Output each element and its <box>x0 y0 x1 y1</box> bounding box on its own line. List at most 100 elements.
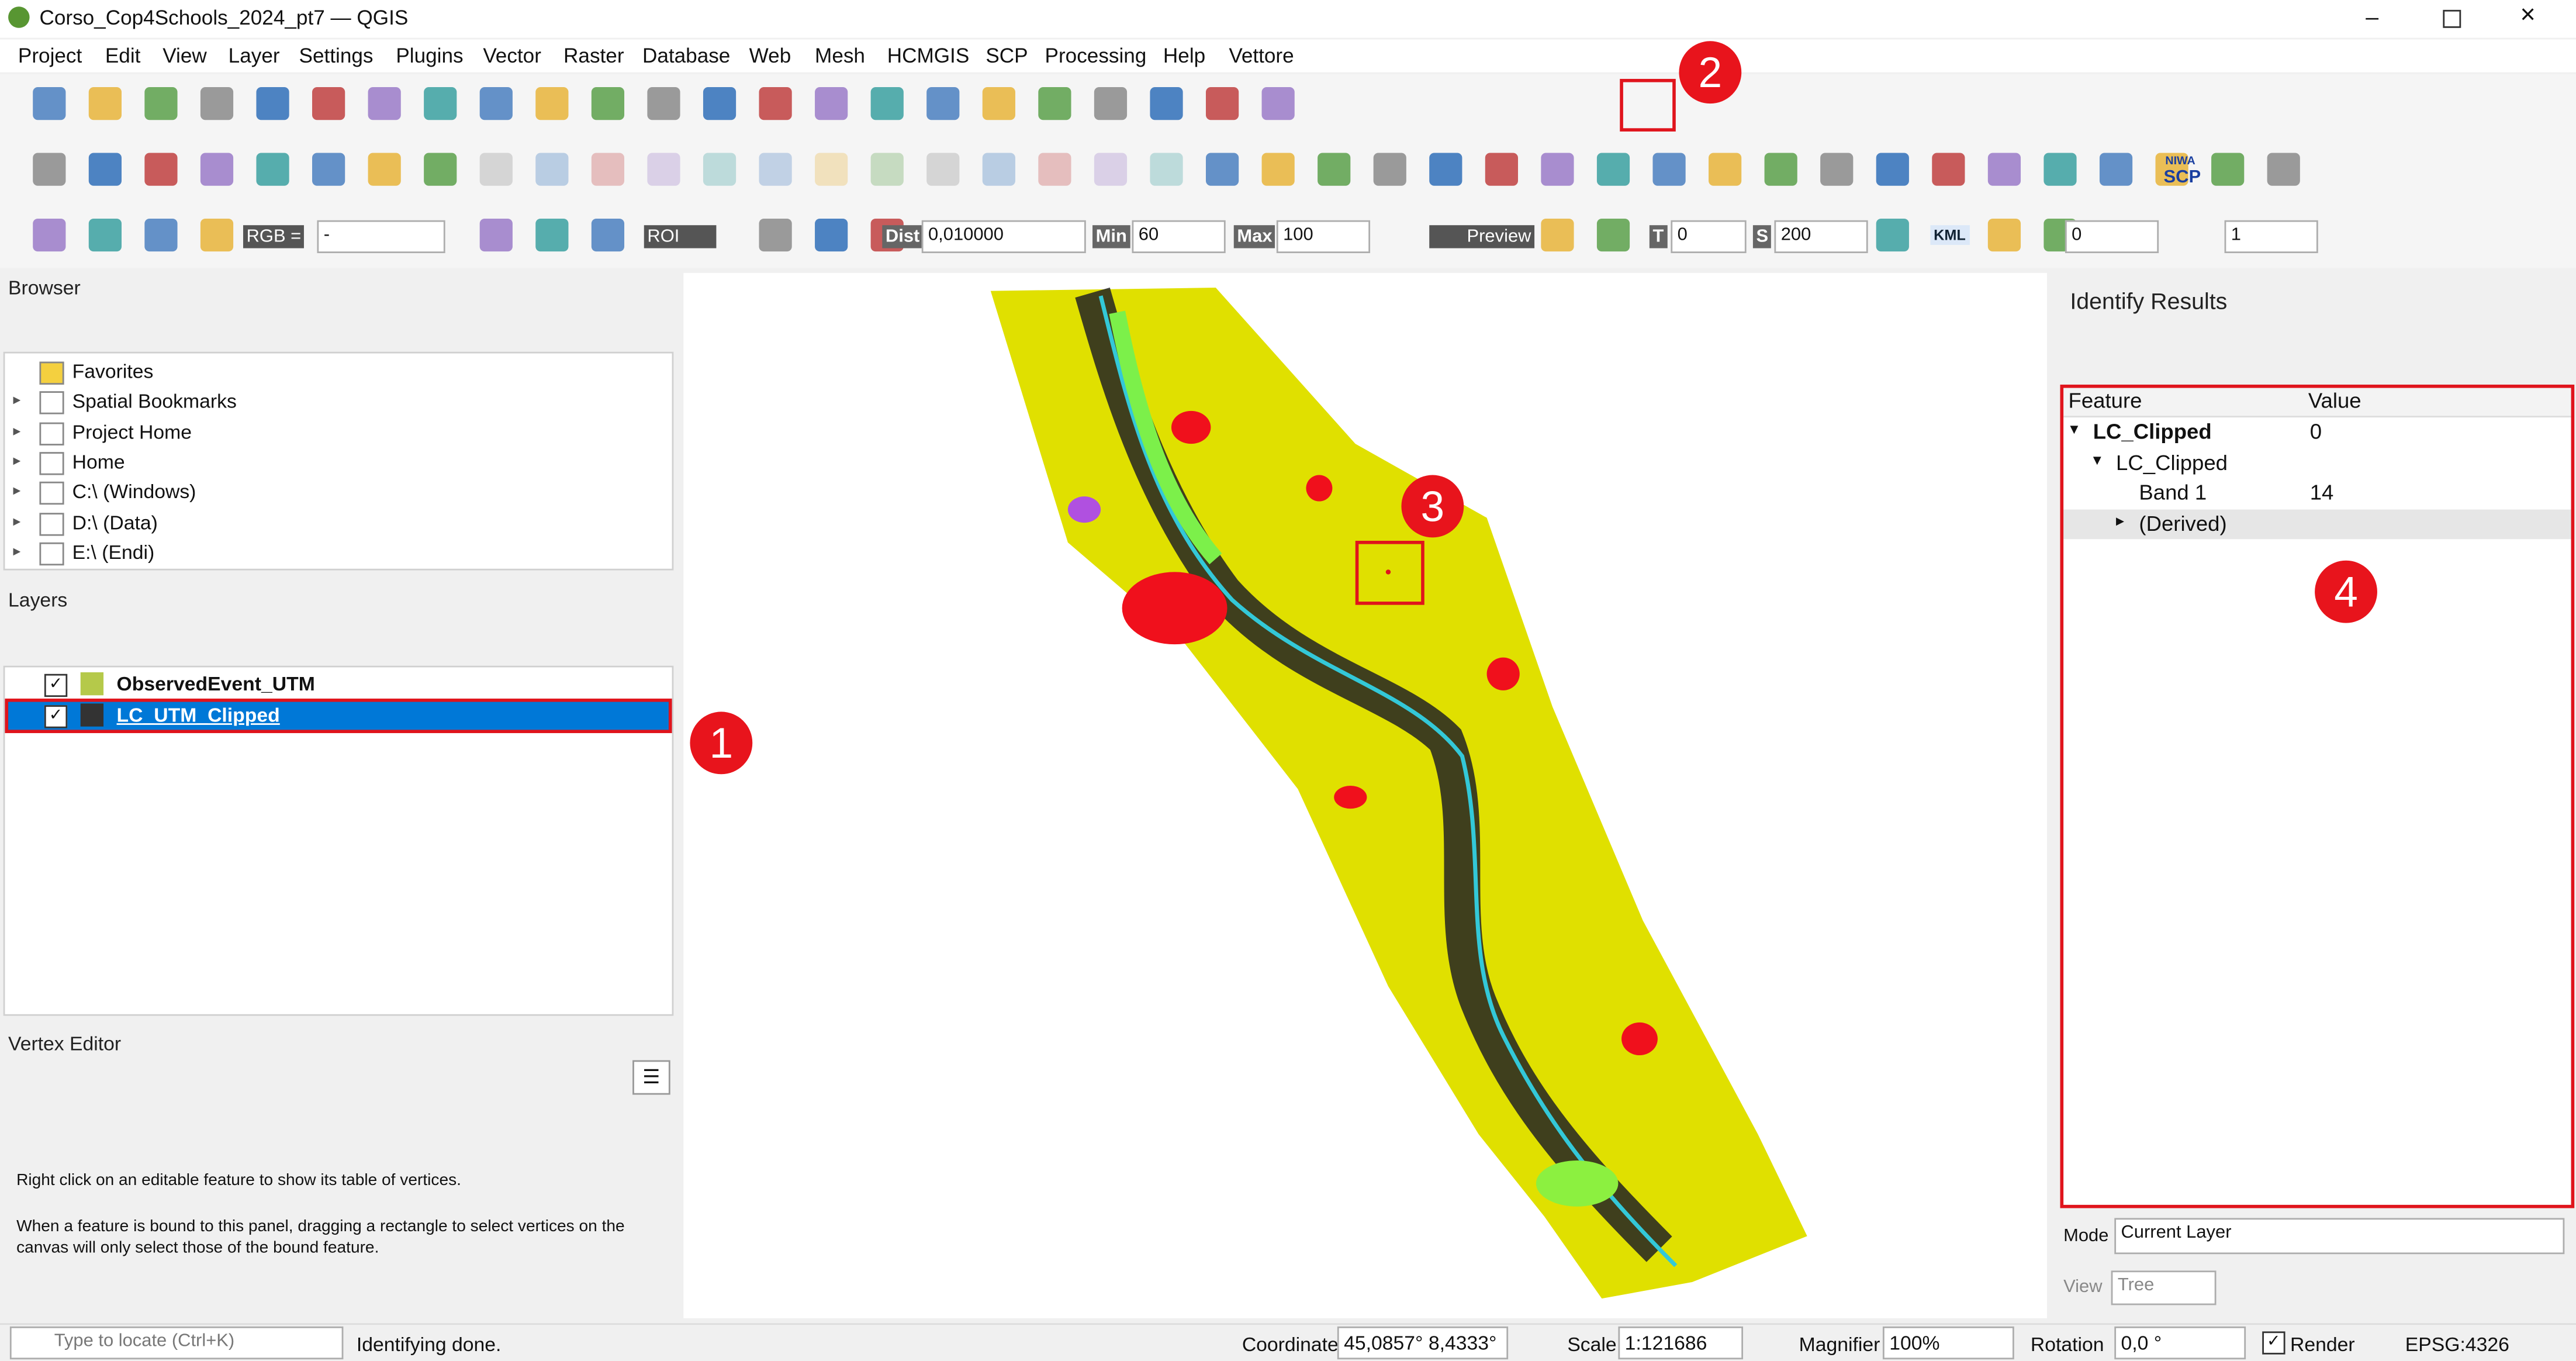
toolbar-icon[interactable] <box>256 153 289 186</box>
vertex-menu-button[interactable]: ☰ <box>632 1060 670 1095</box>
browser-item[interactable]: Spatial Bookmarks <box>72 390 237 413</box>
menu-item[interactable]: Mesh <box>815 44 866 68</box>
toolbar-icon[interactable] <box>647 87 680 120</box>
toolbar-icon[interactable] <box>1820 153 1854 186</box>
toolbar-icon[interactable] <box>1150 87 1183 120</box>
mode-combo[interactable]: Current Layer <box>2114 1218 2565 1255</box>
toolbar-icon[interactable] <box>312 153 345 186</box>
toolbar-icon[interactable] <box>870 153 904 186</box>
toolbar-icon[interactable] <box>1094 153 1128 186</box>
toolbar-icon[interactable] <box>1541 218 1574 252</box>
toolbar-icon[interactable] <box>424 87 457 120</box>
magnifier-field[interactable]: 100% <box>1882 1326 2014 1360</box>
view-combo[interactable]: Tree <box>2111 1270 2217 1305</box>
browser-item[interactable]: C:\ (Windows) <box>72 480 196 503</box>
toolbar-icon[interactable] <box>1932 153 1965 186</box>
toolbar-icon[interactable] <box>926 87 960 120</box>
toolbar-icon[interactable] <box>1205 153 1239 186</box>
toolbar-icon[interactable] <box>535 87 569 120</box>
toolbar-icon[interactable] <box>1709 153 1742 186</box>
toolbar-icon[interactable] <box>1652 153 1686 186</box>
toolbar-icon[interactable] <box>1596 218 1630 252</box>
toolbar-icon[interactable] <box>2099 153 2133 186</box>
toolbar-icon[interactable] <box>591 153 625 186</box>
toolbar-icon[interactable] <box>1261 153 1295 186</box>
dist-input[interactable]: 0,010000 <box>921 220 1086 253</box>
menu-item[interactable]: Web <box>749 44 791 68</box>
browser-item[interactable]: Favorites <box>72 360 154 384</box>
toolbar-icon[interactable] <box>591 218 625 252</box>
toolbar-icon[interactable] <box>200 153 234 186</box>
toolbar-icon[interactable] <box>535 218 569 252</box>
menu-item[interactable]: Database <box>642 44 731 68</box>
toolbar-icon[interactable] <box>815 218 848 252</box>
map-canvas[interactable] <box>683 272 2048 1318</box>
coordinate-field[interactable]: 45,0857° 8,4333° <box>1337 1326 1509 1360</box>
toolbar-icon[interactable] <box>647 153 680 186</box>
toolbar-icon[interactable] <box>256 87 289 120</box>
toolbar-icon[interactable] <box>815 153 848 186</box>
browser-item[interactable]: E:\ (Endi) <box>72 540 155 564</box>
toolbar-icon[interactable] <box>200 218 234 252</box>
toolbar-icon[interactable] <box>1876 153 1909 186</box>
toolbar-icon[interactable] <box>1987 153 2021 186</box>
toolbar-icon[interactable] <box>88 87 122 120</box>
toolbar-icon[interactable] <box>479 218 513 252</box>
toolbar-icon[interactable] <box>535 153 569 186</box>
toolbar-icon[interactable] <box>424 153 457 186</box>
toolbar-icon[interactable] <box>1318 153 1351 186</box>
browser-item[interactable]: D:\ (Data) <box>72 510 158 534</box>
toolbar-icon[interactable] <box>2211 153 2245 186</box>
toolbar-icon[interactable] <box>88 153 122 186</box>
toolbar-icon[interactable] <box>479 153 513 186</box>
toolbar-icon[interactable] <box>1373 153 1406 186</box>
menu-item[interactable]: Settings <box>299 44 374 68</box>
expand-arrow[interactable]: ▸ <box>13 482 21 499</box>
field-a[interactable]: 0 <box>2065 220 2159 253</box>
toolbar-icon[interactable] <box>200 87 234 120</box>
toolbar-icon[interactable] <box>1764 153 1797 186</box>
expand-arrow[interactable]: ▸ <box>13 542 21 559</box>
toolbar-icon[interactable] <box>144 218 178 252</box>
toolbar-icon[interactable] <box>759 218 792 252</box>
minimize-button[interactable]: – <box>2366 3 2379 30</box>
toolbar-icon[interactable] <box>1038 87 1071 120</box>
layer-checkbox[interactable]: ✓ <box>44 673 68 697</box>
toolbar-icon[interactable] <box>1261 87 1295 120</box>
locator-input[interactable]: Type to locate (Ctrl+K) <box>9 1326 344 1360</box>
menu-item[interactable]: Layer <box>228 44 280 68</box>
menu-item[interactable]: View <box>162 44 207 68</box>
toolbar-icon[interactable] <box>870 87 904 120</box>
toolbar-icon[interactable] <box>144 87 178 120</box>
toolbar-icon[interactable] <box>926 153 960 186</box>
kml-button[interactable]: KML <box>1930 225 1969 245</box>
close-button[interactable]: × <box>2520 1 2536 30</box>
expand-arrow[interactable]: ▾ <box>2070 420 2079 439</box>
toolbar-icon[interactable] <box>33 153 66 186</box>
menu-item[interactable]: HCMGIS <box>887 44 970 68</box>
menu-item[interactable]: Help <box>1163 44 1206 68</box>
render-checkbox[interactable]: ✓ <box>2262 1331 2285 1355</box>
toolbar-icon[interactable] <box>312 87 345 120</box>
toolbar-icon[interactable] <box>479 87 513 120</box>
toolbar-icon[interactable] <box>759 87 792 120</box>
menu-item[interactable]: Raster <box>563 44 624 68</box>
toolbar-icon[interactable] <box>88 218 122 252</box>
toolbar-icon[interactable] <box>1596 153 1630 186</box>
toolbar-icon[interactable] <box>982 87 1015 120</box>
menu-item[interactable]: Processing <box>1045 44 1147 68</box>
toolbar-icon[interactable] <box>368 153 401 186</box>
toolbar-icon[interactable] <box>1876 218 1909 252</box>
min-input[interactable]: 60 <box>1132 220 1226 253</box>
expand-arrow[interactable]: ▸ <box>13 451 21 468</box>
expand-arrow[interactable]: ▸ <box>13 422 21 438</box>
toolbar-icon[interactable] <box>703 87 737 120</box>
browser-item[interactable]: Home <box>72 450 125 474</box>
toolbar-icon[interactable] <box>759 153 792 186</box>
preview-button[interactable]: Preview <box>1429 225 1535 248</box>
toolbar-icon[interactable] <box>1541 153 1574 186</box>
toolbar-icon[interactable] <box>1987 218 2021 252</box>
toolbar-icon[interactable] <box>2155 153 2188 186</box>
toolbar-icon[interactable] <box>1038 153 1071 186</box>
max-input[interactable]: 100 <box>1276 220 1371 253</box>
